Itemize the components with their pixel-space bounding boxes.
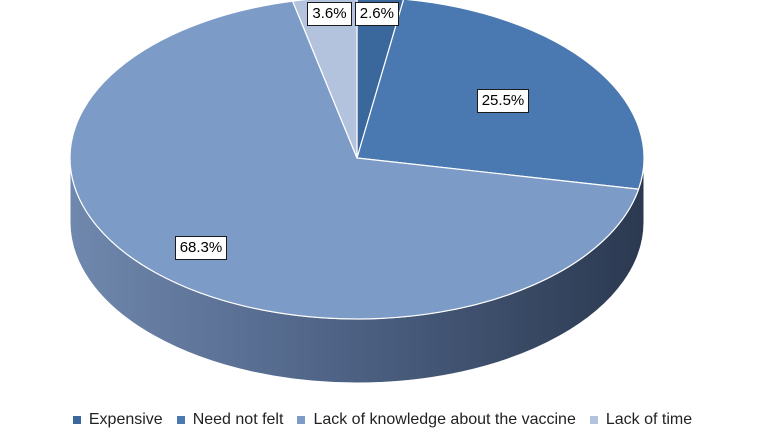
legend-swatch-icon — [297, 416, 306, 424]
legend-swatch-icon — [176, 416, 185, 424]
pie-slice-expensive — [356, 0, 405, 159]
legend-label: Lack of time — [605, 411, 693, 428]
pie-slice-lack-of-time — [291, 0, 358, 159]
legend-label: Need not felt — [192, 411, 284, 428]
data-label-need-not-felt: 25.5% — [476, 89, 530, 114]
legend-label: Expensive — [88, 411, 163, 428]
legend-item-expensive: Expensive — [72, 411, 163, 429]
legend-item-need-not-felt: Need not felt — [176, 411, 284, 429]
legend-item-lack-of-knowledge: Lack of knowledge about the vaccine — [297, 411, 576, 429]
data-label-expensive: 2.6% — [354, 2, 399, 26]
data-label-lack-of-time: 3.6% — [307, 2, 352, 26]
data-label-lack-of-knowledge: 68.3% — [174, 236, 228, 261]
legend-swatch-icon — [589, 416, 598, 424]
legend-label: Lack of knowledge about the vaccine — [313, 411, 576, 428]
legend-item-lack-of-time: Lack of time — [589, 411, 693, 429]
legend: Expensive Need not felt Lack of knowledg… — [0, 407, 765, 433]
legend-swatch-icon — [72, 416, 81, 424]
